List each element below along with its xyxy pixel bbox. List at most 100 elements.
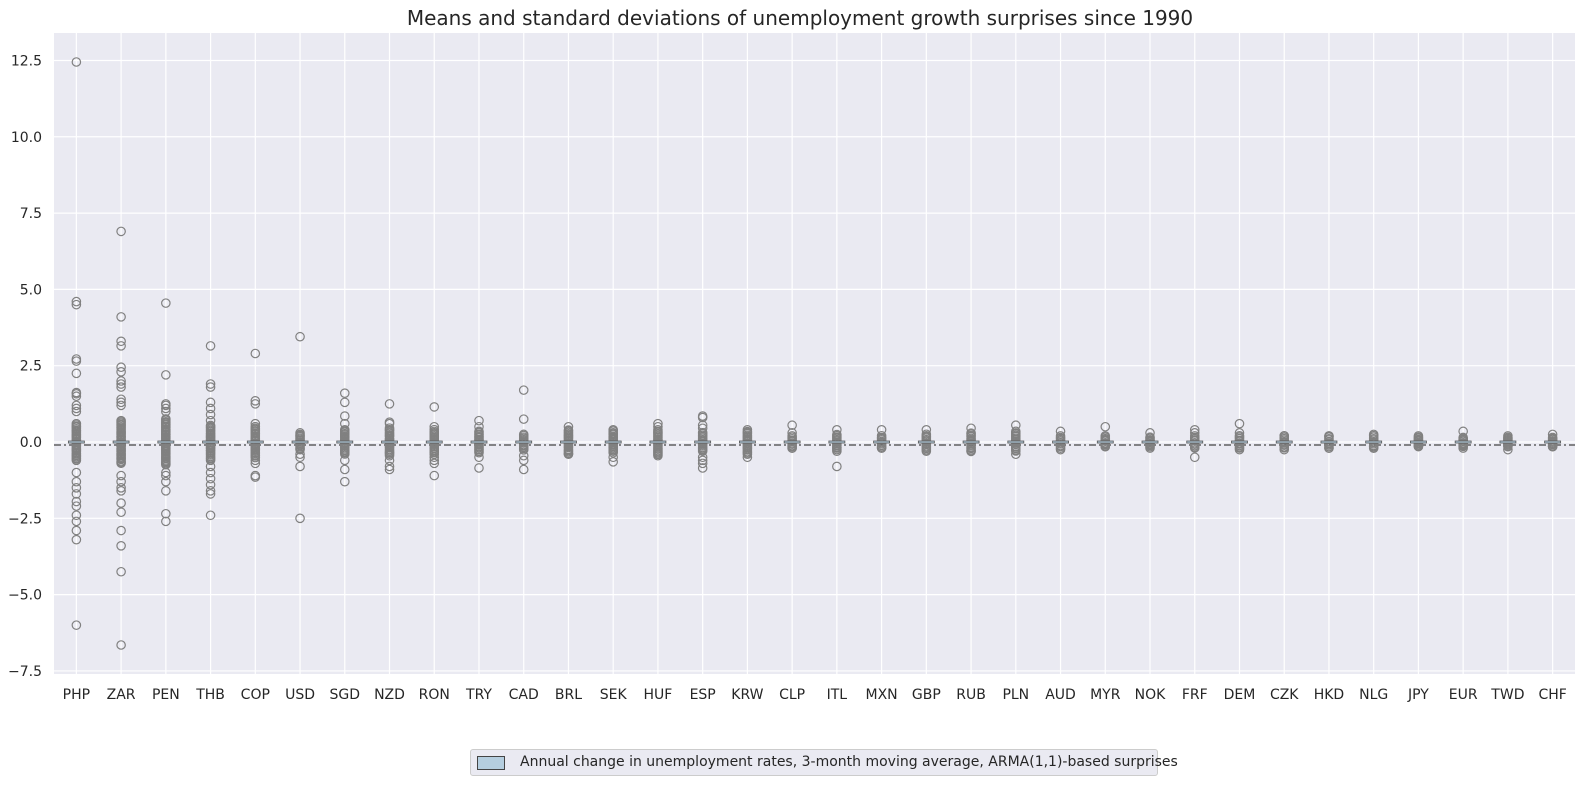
category-usd xyxy=(291,331,309,524)
flier-point xyxy=(205,420,216,431)
outlier-point xyxy=(1189,425,1200,435)
category-zar xyxy=(112,226,130,650)
outlier-point xyxy=(116,312,126,322)
outlier-point xyxy=(71,400,82,411)
x-tick-label: HKD xyxy=(1314,687,1345,703)
outlier-point xyxy=(161,516,171,527)
outlier-point xyxy=(1234,418,1245,429)
outlier-point xyxy=(205,467,216,478)
outlier-point xyxy=(1413,431,1424,441)
outlier-point xyxy=(832,446,842,456)
outlier-point xyxy=(1547,429,1558,440)
outlier-point xyxy=(787,443,797,453)
outlier-point xyxy=(250,418,261,429)
outlier-point xyxy=(1324,431,1334,441)
outlier-point xyxy=(518,455,529,466)
x-tick-label: CAD xyxy=(509,687,539,703)
outlier-point xyxy=(205,510,216,521)
outlier-point xyxy=(116,498,126,508)
box xyxy=(1410,440,1427,444)
x-tick-label: THB xyxy=(195,687,225,703)
x-tick-label: RON xyxy=(419,687,450,703)
outlier-point xyxy=(339,397,350,408)
x-axis-tick-labels: PHP ZAR PEN THB COP USD SGD NZD RON TRY CAD BRL SEK H… xyxy=(63,687,1567,703)
outlier-point xyxy=(742,425,753,435)
box xyxy=(962,440,980,444)
outlier-point xyxy=(71,467,82,478)
outlier-point xyxy=(921,425,932,435)
category-ron xyxy=(425,402,443,481)
outlier-point xyxy=(1145,443,1155,453)
outlier-point xyxy=(205,403,216,414)
outlier-point xyxy=(1189,428,1200,438)
category-gbp xyxy=(917,425,935,456)
outlier-point xyxy=(71,388,82,399)
outlier-point xyxy=(1234,428,1245,438)
outlier-point xyxy=(1011,426,1021,437)
box xyxy=(381,440,398,444)
x-tick-label: CHF xyxy=(1538,687,1566,703)
outlier-point xyxy=(1279,431,1290,441)
flier-point xyxy=(787,431,797,441)
box xyxy=(112,440,130,444)
outlier-point xyxy=(205,489,216,499)
box xyxy=(1320,440,1338,444)
outlier-point xyxy=(474,415,484,426)
category-eur xyxy=(1454,426,1472,453)
outlier-point xyxy=(563,421,574,432)
outlier-point xyxy=(116,341,126,351)
flier-point xyxy=(339,425,350,435)
outlier-point xyxy=(116,470,126,481)
box xyxy=(1365,440,1383,444)
outlier-point xyxy=(787,428,797,438)
y-tick-label: −2.5 xyxy=(8,511,42,527)
flier-point xyxy=(116,415,126,426)
x-tick-label: FRF xyxy=(1182,687,1208,703)
x-tick-label: PEN xyxy=(152,687,180,703)
box xyxy=(1052,440,1069,444)
box xyxy=(1096,440,1114,444)
outlier-point xyxy=(71,525,82,536)
outlier-point xyxy=(1145,428,1155,438)
flier-point xyxy=(161,414,171,424)
outlier-point xyxy=(474,463,484,473)
outlier-point xyxy=(71,57,82,67)
outlier-point xyxy=(608,425,618,435)
grid-lines xyxy=(54,33,1575,674)
outlier-point xyxy=(250,472,261,482)
flier-point xyxy=(250,421,261,432)
y-tick-label: −7.5 xyxy=(8,664,42,680)
category-esp xyxy=(694,411,712,473)
category-sgd xyxy=(336,388,354,487)
legend-swatch xyxy=(477,756,505,770)
outlier-point xyxy=(71,391,82,402)
box xyxy=(246,440,264,444)
x-tick-label: PLN xyxy=(1002,687,1029,703)
category-hkd xyxy=(1320,431,1338,453)
outlier-point xyxy=(161,370,171,380)
category-brl xyxy=(560,421,577,460)
category-huf xyxy=(649,418,667,461)
outlier-point xyxy=(205,461,216,472)
outlier-point xyxy=(71,516,82,527)
box xyxy=(1231,440,1248,444)
outlier-point xyxy=(161,403,171,414)
outlier-point xyxy=(697,463,708,473)
outlier-point xyxy=(518,385,529,395)
x-tick-label: BRL xyxy=(555,687,582,703)
outlier-point xyxy=(71,534,82,545)
outlier-point xyxy=(250,396,261,406)
category-sek xyxy=(604,425,622,467)
x-tick-label: MYR xyxy=(1090,687,1121,703)
x-tick-label: ITL xyxy=(827,687,848,703)
y-tick-label: 10.0 xyxy=(11,130,42,146)
outlier-point xyxy=(205,341,216,351)
flier-point xyxy=(1234,430,1245,441)
y-tick-label: 0.0 xyxy=(20,435,42,451)
outlier-point xyxy=(71,299,82,310)
outlier-point xyxy=(71,501,82,511)
x-tick-label: NLG xyxy=(1359,687,1388,703)
outlier-point xyxy=(71,489,82,499)
box xyxy=(67,440,85,444)
flier-point xyxy=(563,425,574,435)
